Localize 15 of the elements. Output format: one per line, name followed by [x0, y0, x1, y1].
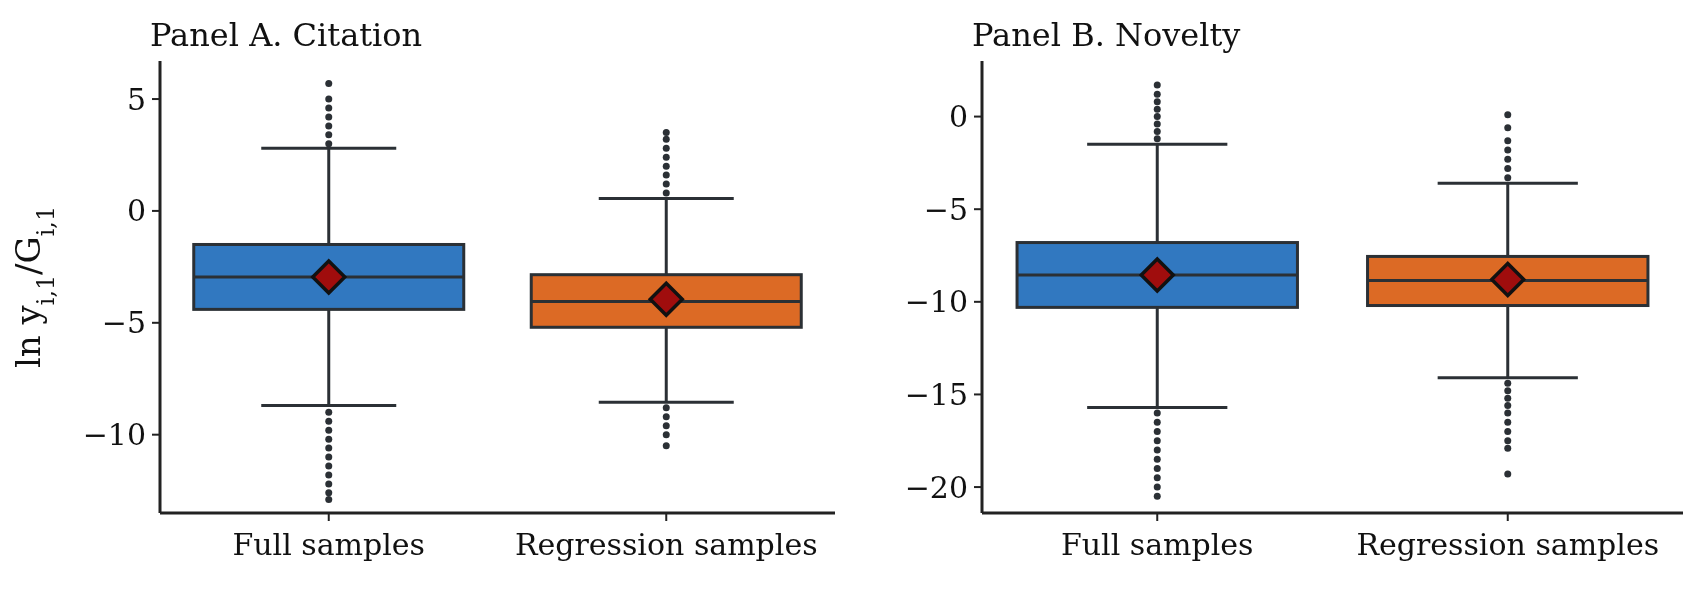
x-tick-label: Regression samples [514, 527, 818, 562]
x-tick-label: Full samples [232, 527, 426, 562]
x-tick-label: Regression samples [1356, 527, 1660, 562]
chart-title: Panel A. Citation [150, 16, 423, 54]
y-tick-label: 0 [126, 193, 146, 229]
y-tick-label: 0 [948, 99, 968, 135]
y-tick-label: −20 [904, 469, 968, 505]
y-tick-label: −10 [904, 284, 968, 320]
y-tick-label: −10 [82, 417, 146, 453]
chart-title: Panel B. Novelty [972, 16, 1241, 54]
y-tick-label: 5 [126, 81, 146, 117]
y-tick-label: −5 [101, 305, 146, 341]
y-tick-label: −5 [923, 191, 968, 227]
x-tick-label: Full samples [1060, 527, 1254, 562]
y-tick-label: −15 [904, 376, 968, 412]
